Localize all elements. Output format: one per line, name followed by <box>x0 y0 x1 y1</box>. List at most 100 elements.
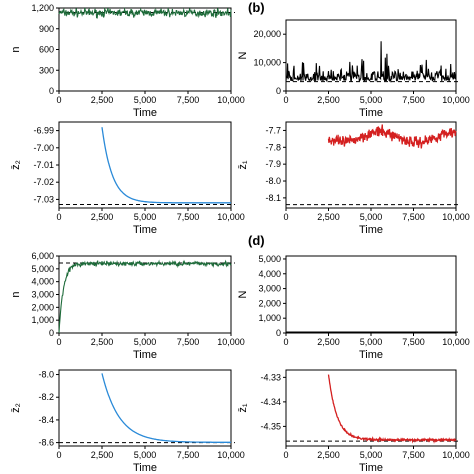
y-tick-label: -8.2 <box>38 392 54 402</box>
y-axis-label: z̄₂ <box>10 160 22 170</box>
y-tick-label: -7.7 <box>265 125 281 135</box>
x-axis-label: Time <box>133 349 157 361</box>
y-axis-label: N <box>237 290 249 298</box>
y-tick-label: 0 <box>49 86 54 96</box>
y-tick-label: -8.0 <box>265 176 281 186</box>
x-tick-label: 10,000 <box>217 450 245 460</box>
y-tick-label: 5,000 <box>258 254 281 264</box>
x-tick-label: 10,000 <box>442 450 470 460</box>
x-axis-label: Time <box>359 462 383 474</box>
x-tick-label: 7,500 <box>177 212 200 222</box>
x-tick-label: 0 <box>283 212 288 222</box>
x-axis-label: Time <box>359 349 383 361</box>
y-tick-label: 4,000 <box>258 269 281 279</box>
y-tick-label: 2,000 <box>258 298 281 308</box>
y-axis-label: z̄₁ <box>237 160 249 170</box>
x-tick-label: 10,000 <box>442 212 470 222</box>
y-tick-label: -7.8 <box>265 142 281 152</box>
y-axis-label: z̄₂ <box>10 403 22 413</box>
x-tick-label: 7,500 <box>402 450 425 460</box>
x-tick-label: 0 <box>283 337 288 347</box>
y-tick-label: 0 <box>49 328 54 338</box>
series-line-0 <box>327 374 457 444</box>
series-line-0 <box>58 7 232 19</box>
x-tick-label: 7,500 <box>177 337 200 347</box>
series-line-0 <box>101 373 231 443</box>
x-tick-label: 10,000 <box>442 95 470 105</box>
x-tick-label: 0 <box>283 95 288 105</box>
y-tick-label: -4.33 <box>260 372 281 382</box>
y-tick-label: -7.9 <box>265 159 281 169</box>
x-axis-label: Time <box>133 107 157 119</box>
chart-b-bottom: 0 2,500 5,000 7,500 10,000 -7.7 -7.8 -7.9 -8.0 -8… <box>237 121 470 236</box>
plot-frame <box>285 255 457 334</box>
x-tick-label: 0 <box>56 450 61 460</box>
x-tick-label: 10,000 <box>217 95 245 105</box>
chart-c-top: 0 2,500 5,000 7,500 10,000 0 1,000 2,000 3,000 4,… <box>10 251 245 361</box>
x-tick-label: 10,000 <box>217 337 245 347</box>
x-tick-label: 10,000 <box>217 212 245 222</box>
x-tick-label: 5,000 <box>360 212 383 222</box>
series-line-0 <box>58 259 232 334</box>
series-line-0 <box>101 127 231 204</box>
x-tick-label: 2,500 <box>91 95 114 105</box>
y-tick-label: -8.0 <box>38 370 54 380</box>
x-tick-label: 7,500 <box>177 450 200 460</box>
x-axis-label: Time <box>359 107 383 119</box>
y-tick-label: -8.1 <box>265 193 281 203</box>
x-tick-label: 2,500 <box>317 450 340 460</box>
x-tick-label: 5,000 <box>360 337 383 347</box>
y-tick-label: -8.4 <box>38 415 54 425</box>
x-tick-label: 0 <box>56 212 61 222</box>
y-tick-label: 0 <box>276 328 281 338</box>
y-axis-label: N <box>237 51 249 59</box>
x-tick-label: 2,500 <box>317 95 340 105</box>
y-tick-label: -4.35 <box>260 421 281 431</box>
y-tick-label: -4.34 <box>260 397 281 407</box>
panel-label-d: (d) <box>248 233 265 248</box>
y-tick-label: -7.00 <box>33 143 54 153</box>
x-tick-label: 5,000 <box>134 450 157 460</box>
y-tick-label: 0 <box>276 86 281 96</box>
x-tick-label: 2,500 <box>91 337 114 347</box>
chart-a-bottom: 0 2,500 5,000 7,500 10,000 -6.99 -7.00 -7.01 -7.… <box>10 121 245 236</box>
y-tick-label: 300 <box>39 65 54 75</box>
plot-frame <box>58 7 232 92</box>
x-axis-label: Time <box>133 462 157 474</box>
plot-frame <box>58 121 232 209</box>
chart-a-top: 0 2,500 5,000 7,500 10,000 0 300 600 900 1,200 Tim… <box>10 3 245 119</box>
y-tick-label: 10,000 <box>253 58 281 68</box>
x-tick-label: 5,000 <box>360 95 383 105</box>
chart-d-top: 0 2,500 5,000 7,500 10,000 0 1,000 2,000 3,000 4,… <box>237 254 470 361</box>
x-tick-label: 7,500 <box>177 95 200 105</box>
x-tick-label: 7,500 <box>402 95 425 105</box>
x-tick-label: 7,500 <box>402 337 425 347</box>
x-tick-label: 2,500 <box>91 450 114 460</box>
x-tick-label: 5,000 <box>134 337 157 347</box>
y-tick-label: -8.6 <box>38 438 54 448</box>
plot-frame <box>58 369 232 447</box>
x-tick-label: 5,000 <box>360 450 383 460</box>
x-axis-label: Time <box>359 224 383 236</box>
x-tick-label: 0 <box>56 95 61 105</box>
chart-d-bottom: 0 2,500 5,000 7,500 10,000 -4.33 -4.34 -4.35 Tim… <box>237 369 470 474</box>
y-axis-label: n <box>10 291 22 297</box>
chart-c-bottom: 0 2,500 5,000 7,500 10,000 -8.0 -8.2 -8.4 -8.6 Ti… <box>10 369 245 474</box>
y-axis-label: z̄₁ <box>237 403 249 413</box>
y-tick-label: -6.99 <box>33 126 54 136</box>
x-tick-label: 2,500 <box>317 337 340 347</box>
x-tick-label: 2,500 <box>91 212 114 222</box>
y-tick-label: 1,000 <box>31 315 54 325</box>
plot-frame <box>58 255 232 334</box>
y-axis-label: n <box>10 46 22 52</box>
chart-b-top: 0 2,500 5,000 7,500 10,000 0 10,000 20,000 Time N <box>237 19 470 119</box>
y-tick-label: 4,000 <box>31 277 54 287</box>
y-tick-label: 20,000 <box>253 29 281 39</box>
x-tick-label: 0 <box>283 450 288 460</box>
y-tick-label: -7.01 <box>33 160 54 170</box>
series-line-0 <box>285 41 457 83</box>
x-tick-label: 2,500 <box>317 212 340 222</box>
x-tick-label: 5,000 <box>134 212 157 222</box>
y-tick-label: 1,200 <box>31 3 54 13</box>
